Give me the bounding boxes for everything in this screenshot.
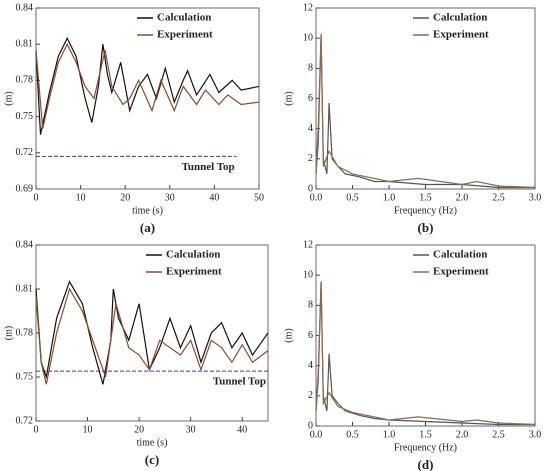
x-tick-label: 2.5 <box>492 192 505 203</box>
legend-label: Experiment <box>433 29 489 41</box>
y-tick-label: 0.72 <box>16 147 34 158</box>
caption: (d) <box>418 457 434 471</box>
plot-frame <box>35 7 260 190</box>
y-tick-label: 0.81 <box>16 283 34 294</box>
y-tick-label: 6 <box>308 330 313 341</box>
y-tick-label: 2 <box>308 153 313 164</box>
series-line <box>315 33 536 189</box>
x-tick-label: 3.0 <box>529 192 542 203</box>
x-tick-label: 1.0 <box>383 429 396 440</box>
y-tick-label: 2 <box>308 390 313 401</box>
y-tick-label: 6 <box>308 93 313 104</box>
y-axis-label: (m) <box>283 91 294 105</box>
y-tick-label: 0.78 <box>16 327 34 338</box>
caption: (b) <box>418 220 434 235</box>
y-tick-label: 8 <box>308 300 313 311</box>
x-tick-label: 1.5 <box>419 192 432 203</box>
legend-label: Experiment <box>433 266 489 278</box>
x-tick-label: 2.5 <box>492 429 505 440</box>
x-axis-label: time (s) <box>137 437 168 448</box>
x-tick-label: 40 <box>237 424 247 435</box>
series-line <box>315 35 535 189</box>
y-tick-label: 0 <box>308 420 313 431</box>
caption: (c) <box>145 452 159 467</box>
y-tick-label: 0.84 <box>16 239 34 250</box>
x-tick-label: 30 <box>186 424 196 435</box>
y-tick-label: 12 <box>303 239 313 250</box>
y-tick-label: 0.78 <box>16 75 34 86</box>
x-tick-label: 10 <box>76 192 86 203</box>
x-tick-label: 0 <box>34 424 39 435</box>
x-tick-label: 0 <box>34 192 39 203</box>
series-line <box>35 287 269 385</box>
x-tick-label: 0.5 <box>346 192 359 203</box>
y-tick-label: 4 <box>308 360 313 371</box>
x-tick-label: 2.0 <box>456 192 469 203</box>
legend-label: Experiment <box>157 29 213 41</box>
x-axis-label: time (s) <box>132 205 163 216</box>
x-axis-label: Frequency (Hz) <box>394 205 457 216</box>
x-tick-label: 20 <box>120 192 130 203</box>
x-tick-label: 1.5 <box>419 429 432 440</box>
y-tick-label: 0.75 <box>16 371 34 382</box>
legend-label: Calculation <box>166 249 220 261</box>
series-line <box>315 282 535 426</box>
series-line <box>35 42 260 129</box>
y-tick-label: 0.81 <box>16 38 34 49</box>
series-line <box>35 280 269 385</box>
y-tick-label: 0.72 <box>16 415 34 426</box>
x-tick-label: 10 <box>83 424 93 435</box>
x-tick-label: 20 <box>134 424 144 435</box>
y-axis-label: (m) <box>283 328 294 342</box>
x-tick-label: 30 <box>165 192 175 203</box>
x-tick-label: 0.0 <box>310 192 323 203</box>
reference-label: Tunnel Top <box>182 161 235 173</box>
y-tick-label: 10 <box>303 32 313 43</box>
y-tick-label: 10 <box>303 269 313 280</box>
y-tick-label: 0 <box>308 183 313 194</box>
x-tick-label: 0.5 <box>346 429 359 440</box>
x-tick-label: 2.0 <box>456 429 469 440</box>
y-tick-label: 4 <box>308 123 313 134</box>
legend-label: Experiment <box>166 266 222 278</box>
legend-label: Calculation <box>433 12 487 24</box>
reference-label: Tunnel Top <box>213 376 266 388</box>
series-line <box>315 281 536 426</box>
legend-label: Calculation <box>433 249 487 261</box>
x-tick-label: 3.0 <box>529 429 542 440</box>
x-tick-label: 50 <box>254 192 264 203</box>
y-tick-label: 12 <box>303 2 313 13</box>
x-tick-label: 1.0 <box>383 192 396 203</box>
y-tick-label: 0.69 <box>16 183 34 194</box>
y-tick-label: 8 <box>308 63 313 74</box>
y-axis-label: (m) <box>3 91 14 105</box>
legend-label: Calculation <box>157 12 211 24</box>
x-tick-label: 0.0 <box>310 429 323 440</box>
caption: (a) <box>140 220 155 235</box>
y-tick-label: 0.84 <box>16 2 34 13</box>
series-line <box>35 36 260 135</box>
y-axis-label: (m) <box>3 326 14 340</box>
x-tick-label: 40 <box>209 192 219 203</box>
x-axis-label: Frequency (Hz) <box>394 442 457 453</box>
y-tick-label: 0.75 <box>16 111 34 122</box>
